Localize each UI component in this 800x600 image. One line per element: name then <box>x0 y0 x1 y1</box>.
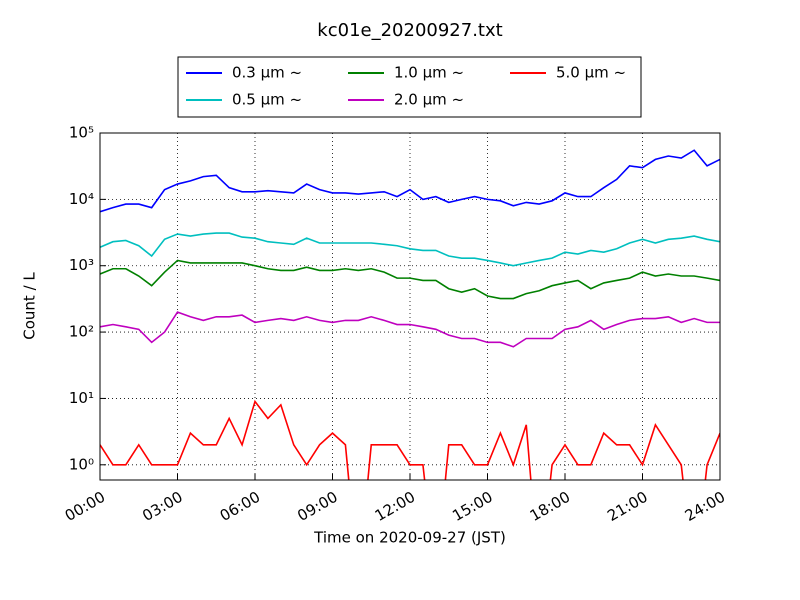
series-line <box>100 232 720 267</box>
y-tick-label: 10⁴ <box>69 190 94 208</box>
legend-label: 2.0 μm ~ <box>394 91 464 109</box>
x-axis-label: Time on 2020-09-27 (JST) <box>313 529 506 547</box>
x-tick-label: 24:00 <box>682 488 728 525</box>
series-line <box>100 399 720 480</box>
legend-label: 0.3 μm ~ <box>232 64 302 82</box>
y-tick-label: 10⁵ <box>69 124 94 142</box>
y-tick-label: 10¹ <box>69 389 94 407</box>
legend-label: 5.0 μm ~ <box>556 64 626 82</box>
x-tick-label: 21:00 <box>604 488 650 525</box>
legend-label: 1.0 μm ~ <box>394 64 464 82</box>
legend-box <box>177 56 642 118</box>
x-tick-label: 12:00 <box>372 488 418 525</box>
series-line <box>100 149 720 213</box>
y-tick-label: 10² <box>69 323 94 341</box>
x-tick-label: 09:00 <box>294 488 340 525</box>
x-tick-label: 18:00 <box>527 488 573 525</box>
series-line <box>100 311 720 348</box>
x-tick-label: 03:00 <box>139 488 185 525</box>
legend-label: 0.5 μm ~ <box>232 91 302 109</box>
series-line <box>100 259 720 300</box>
y-tick-label: 10³ <box>69 256 94 274</box>
chart-title: kc01e_20200927.txt <box>317 20 502 41</box>
x-tick-label: 00:00 <box>62 488 108 525</box>
x-tick-label: 15:00 <box>449 488 495 525</box>
y-tick-label: 10⁰ <box>69 455 94 473</box>
y-axis-label: Count / L <box>21 272 39 340</box>
x-tick-label: 06:00 <box>217 488 263 525</box>
